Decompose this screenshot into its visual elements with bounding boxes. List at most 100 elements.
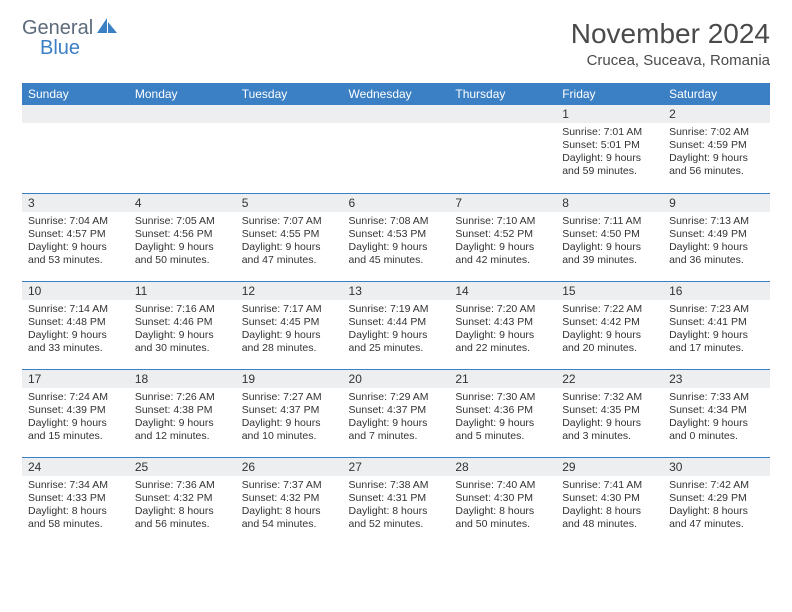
sunrise-text: Sunrise: 7:19 AM bbox=[349, 303, 444, 316]
calendar-cell: 21Sunrise: 7:30 AMSunset: 4:36 PMDayligh… bbox=[449, 369, 556, 457]
day-number: 12 bbox=[236, 282, 343, 300]
sunset-text: Sunset: 4:32 PM bbox=[135, 492, 230, 505]
daylight-text: Daylight: 9 hours and 50 minutes. bbox=[135, 241, 230, 267]
day-number: 8 bbox=[556, 194, 663, 212]
day-details: Sunrise: 7:38 AMSunset: 4:31 PMDaylight:… bbox=[343, 476, 450, 536]
day-number: 6 bbox=[343, 194, 450, 212]
calendar-header-row: Sunday Monday Tuesday Wednesday Thursday… bbox=[22, 83, 770, 105]
day-number: 1 bbox=[556, 105, 663, 123]
day-details: Sunrise: 7:17 AMSunset: 4:45 PMDaylight:… bbox=[236, 300, 343, 360]
weekday-header: Friday bbox=[556, 83, 663, 105]
sunrise-text: Sunrise: 7:02 AM bbox=[669, 126, 764, 139]
weekday-header: Tuesday bbox=[236, 83, 343, 105]
daylight-text: Daylight: 9 hours and 15 minutes. bbox=[28, 417, 123, 443]
daylight-text: Daylight: 8 hours and 56 minutes. bbox=[135, 505, 230, 531]
sunrise-text: Sunrise: 7:38 AM bbox=[349, 479, 444, 492]
day-number: 29 bbox=[556, 458, 663, 476]
day-details: Sunrise: 7:20 AMSunset: 4:43 PMDaylight:… bbox=[449, 300, 556, 360]
calendar-cell: 6Sunrise: 7:08 AMSunset: 4:53 PMDaylight… bbox=[343, 193, 450, 281]
sunrise-text: Sunrise: 7:10 AM bbox=[455, 215, 550, 228]
daylight-text: Daylight: 9 hours and 45 minutes. bbox=[349, 241, 444, 267]
sunrise-text: Sunrise: 7:14 AM bbox=[28, 303, 123, 316]
calendar-cell: 8Sunrise: 7:11 AMSunset: 4:50 PMDaylight… bbox=[556, 193, 663, 281]
calendar-week-row: 10Sunrise: 7:14 AMSunset: 4:48 PMDayligh… bbox=[22, 281, 770, 369]
day-details: Sunrise: 7:37 AMSunset: 4:32 PMDaylight:… bbox=[236, 476, 343, 536]
day-number: 13 bbox=[343, 282, 450, 300]
calendar-cell: 9Sunrise: 7:13 AMSunset: 4:49 PMDaylight… bbox=[663, 193, 770, 281]
calendar-cell: 25Sunrise: 7:36 AMSunset: 4:32 PMDayligh… bbox=[129, 457, 236, 545]
daylight-text: Daylight: 8 hours and 58 minutes. bbox=[28, 505, 123, 531]
sunset-text: Sunset: 4:41 PM bbox=[669, 316, 764, 329]
daylight-text: Daylight: 9 hours and 0 minutes. bbox=[669, 417, 764, 443]
month-title: November 2024 bbox=[571, 18, 770, 50]
day-number: 28 bbox=[449, 458, 556, 476]
day-details: Sunrise: 7:42 AMSunset: 4:29 PMDaylight:… bbox=[663, 476, 770, 536]
daylight-text: Daylight: 9 hours and 3 minutes. bbox=[562, 417, 657, 443]
calendar-cell: 13Sunrise: 7:19 AMSunset: 4:44 PMDayligh… bbox=[343, 281, 450, 369]
calendar-cell: 28Sunrise: 7:40 AMSunset: 4:30 PMDayligh… bbox=[449, 457, 556, 545]
sunrise-text: Sunrise: 7:04 AM bbox=[28, 215, 123, 228]
sunset-text: Sunset: 4:38 PM bbox=[135, 404, 230, 417]
daylight-text: Daylight: 9 hours and 25 minutes. bbox=[349, 329, 444, 355]
title-block: November 2024 Crucea, Suceava, Romania bbox=[571, 18, 770, 69]
sunrise-text: Sunrise: 7:20 AM bbox=[455, 303, 550, 316]
sunset-text: Sunset: 4:52 PM bbox=[455, 228, 550, 241]
day-details: Sunrise: 7:23 AMSunset: 4:41 PMDaylight:… bbox=[663, 300, 770, 360]
daylight-text: Daylight: 9 hours and 20 minutes. bbox=[562, 329, 657, 355]
calendar-body: 1Sunrise: 7:01 AMSunset: 5:01 PMDaylight… bbox=[22, 105, 770, 545]
sunset-text: Sunset: 4:37 PM bbox=[242, 404, 337, 417]
daylight-text: Daylight: 9 hours and 36 minutes. bbox=[669, 241, 764, 267]
day-number: 21 bbox=[449, 370, 556, 388]
brand-word1: General bbox=[22, 18, 93, 38]
calendar-week-row: 3Sunrise: 7:04 AMSunset: 4:57 PMDaylight… bbox=[22, 193, 770, 281]
sunset-text: Sunset: 4:48 PM bbox=[28, 316, 123, 329]
calendar-cell: 11Sunrise: 7:16 AMSunset: 4:46 PMDayligh… bbox=[129, 281, 236, 369]
daylight-text: Daylight: 9 hours and 10 minutes. bbox=[242, 417, 337, 443]
sunset-text: Sunset: 4:55 PM bbox=[242, 228, 337, 241]
calendar-cell: 17Sunrise: 7:24 AMSunset: 4:39 PMDayligh… bbox=[22, 369, 129, 457]
daylight-text: Daylight: 9 hours and 56 minutes. bbox=[669, 152, 764, 178]
day-details: Sunrise: 7:24 AMSunset: 4:39 PMDaylight:… bbox=[22, 388, 129, 448]
day-details: Sunrise: 7:08 AMSunset: 4:53 PMDaylight:… bbox=[343, 212, 450, 272]
calendar-cell: 1Sunrise: 7:01 AMSunset: 5:01 PMDaylight… bbox=[556, 105, 663, 193]
calendar-week-row: 1Sunrise: 7:01 AMSunset: 5:01 PMDaylight… bbox=[22, 105, 770, 193]
calendar-cell: 12Sunrise: 7:17 AMSunset: 4:45 PMDayligh… bbox=[236, 281, 343, 369]
sunrise-text: Sunrise: 7:05 AM bbox=[135, 215, 230, 228]
sunrise-text: Sunrise: 7:32 AM bbox=[562, 391, 657, 404]
calendar-week-row: 17Sunrise: 7:24 AMSunset: 4:39 PMDayligh… bbox=[22, 369, 770, 457]
daylight-text: Daylight: 9 hours and 33 minutes. bbox=[28, 329, 123, 355]
sunrise-text: Sunrise: 7:11 AM bbox=[562, 215, 657, 228]
daylight-text: Daylight: 9 hours and 59 minutes. bbox=[562, 152, 657, 178]
sunset-text: Sunset: 4:36 PM bbox=[455, 404, 550, 417]
day-number bbox=[129, 105, 236, 123]
sunset-text: Sunset: 4:32 PM bbox=[242, 492, 337, 505]
sunrise-text: Sunrise: 7:42 AM bbox=[669, 479, 764, 492]
brand-word2: Blue bbox=[22, 38, 119, 58]
day-details: Sunrise: 7:26 AMSunset: 4:38 PMDaylight:… bbox=[129, 388, 236, 448]
sunrise-text: Sunrise: 7:16 AM bbox=[135, 303, 230, 316]
day-number: 24 bbox=[22, 458, 129, 476]
day-details: Sunrise: 7:30 AMSunset: 4:36 PMDaylight:… bbox=[449, 388, 556, 448]
day-details: Sunrise: 7:13 AMSunset: 4:49 PMDaylight:… bbox=[663, 212, 770, 272]
day-number: 15 bbox=[556, 282, 663, 300]
day-number: 16 bbox=[663, 282, 770, 300]
day-number: 2 bbox=[663, 105, 770, 123]
day-details: Sunrise: 7:33 AMSunset: 4:34 PMDaylight:… bbox=[663, 388, 770, 448]
day-details: Sunrise: 7:29 AMSunset: 4:37 PMDaylight:… bbox=[343, 388, 450, 448]
day-number: 14 bbox=[449, 282, 556, 300]
sunset-text: Sunset: 4:50 PM bbox=[562, 228, 657, 241]
sunrise-text: Sunrise: 7:07 AM bbox=[242, 215, 337, 228]
sunrise-text: Sunrise: 7:27 AM bbox=[242, 391, 337, 404]
sail-icon bbox=[97, 18, 119, 38]
daylight-text: Daylight: 8 hours and 50 minutes. bbox=[455, 505, 550, 531]
day-details: Sunrise: 7:40 AMSunset: 4:30 PMDaylight:… bbox=[449, 476, 556, 536]
sunrise-text: Sunrise: 7:34 AM bbox=[28, 479, 123, 492]
day-details: Sunrise: 7:34 AMSunset: 4:33 PMDaylight:… bbox=[22, 476, 129, 536]
calendar-cell bbox=[22, 105, 129, 193]
sunrise-text: Sunrise: 7:37 AM bbox=[242, 479, 337, 492]
day-details: Sunrise: 7:07 AMSunset: 4:55 PMDaylight:… bbox=[236, 212, 343, 272]
daylight-text: Daylight: 8 hours and 48 minutes. bbox=[562, 505, 657, 531]
sunset-text: Sunset: 4:42 PM bbox=[562, 316, 657, 329]
sunset-text: Sunset: 5:01 PM bbox=[562, 139, 657, 152]
day-number: 19 bbox=[236, 370, 343, 388]
